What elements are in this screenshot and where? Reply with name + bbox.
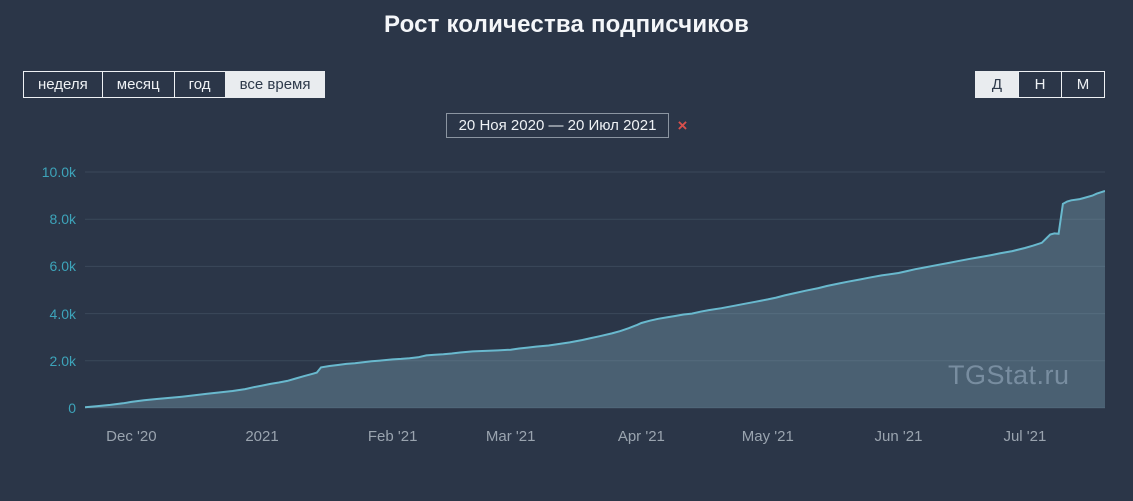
toolbar: неделя месяц год все время Д Н М xyxy=(23,71,1105,98)
date-range-row: 20 Ноя 2020 — 20 Июл 2021 × xyxy=(0,113,1133,138)
x-axis-tick-label: May '21 xyxy=(741,428,794,445)
x-axis-tick-label: 2021 xyxy=(245,428,279,445)
granularity-button-group: Д Н М xyxy=(975,71,1105,98)
granularity-button-week[interactable]: Н xyxy=(1018,71,1062,98)
period-button-year[interactable]: год xyxy=(173,71,226,98)
x-axis-tick-label: Jul '21 xyxy=(1003,428,1047,445)
x-axis-tick-label: Apr '21 xyxy=(617,428,665,445)
period-button-group: неделя месяц год все время xyxy=(23,71,326,98)
y-axis-tick-label: 4.0k xyxy=(49,305,76,322)
period-button-alltime[interactable]: все время xyxy=(224,71,326,98)
x-axis-tick-label: Feb '21 xyxy=(367,428,418,445)
date-range-badge: 20 Ноя 2020 — 20 Июл 2021 xyxy=(445,113,670,138)
x-axis-tick-label: Dec '20 xyxy=(106,428,157,445)
granularity-button-day[interactable]: Д xyxy=(975,71,1019,98)
y-axis-tick-label: 8.0k xyxy=(49,211,76,228)
x-axis-tick-label: Mar '21 xyxy=(485,428,536,445)
tgstat-watermark: TGStat.ru xyxy=(948,360,1070,390)
y-axis-tick-label: 2.0k xyxy=(49,352,76,369)
y-axis-tick-label: 6.0k xyxy=(49,258,76,275)
subscribers-area xyxy=(85,190,1105,408)
y-axis-tick-label: 0 xyxy=(68,400,76,416)
period-button-week[interactable]: неделя xyxy=(23,71,103,98)
page-title: Рост количества подписчиков xyxy=(383,11,750,38)
close-icon[interactable]: × xyxy=(677,116,688,135)
period-button-month[interactable]: месяц xyxy=(101,71,175,98)
x-axis-tick-label: Jun '21 xyxy=(874,428,923,445)
subscribers-line xyxy=(85,189,1105,409)
y-axis-tick-label: 10.0k xyxy=(41,164,76,180)
granularity-button-month[interactable]: М xyxy=(1061,71,1105,98)
subscribers-growth-chart[interactable] xyxy=(85,160,1105,410)
